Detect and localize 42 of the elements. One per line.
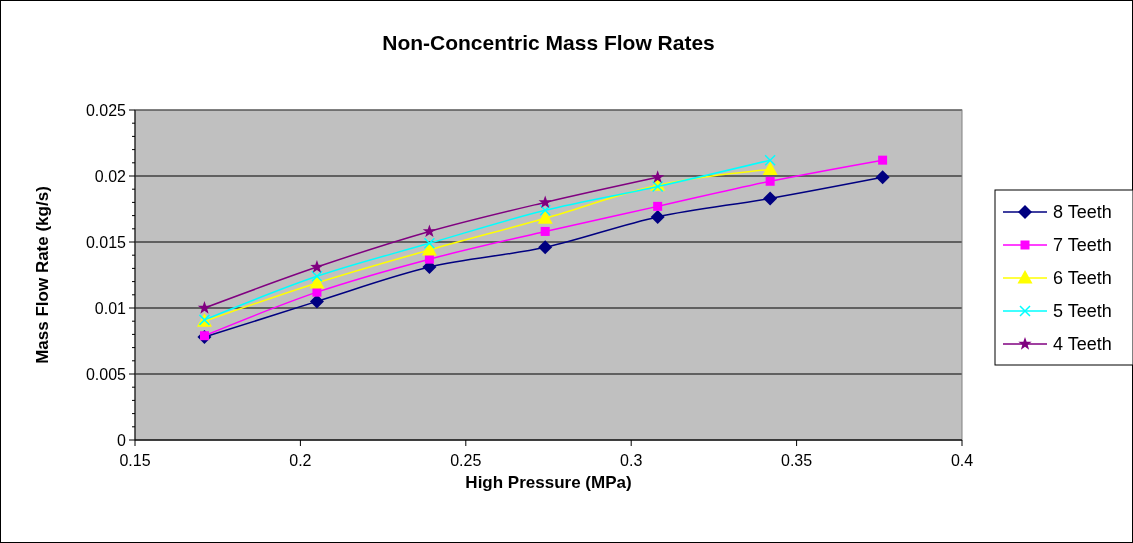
- point: [539, 204, 551, 217]
- point: [540, 226, 550, 236]
- x-axis-title: High Pressure (MPa): [465, 473, 632, 492]
- y-tick-label: 0.005: [85, 365, 127, 383]
- point: [309, 294, 324, 309]
- y-tick-label: 0.015: [85, 233, 127, 251]
- point: [653, 201, 663, 211]
- y-tick-label: 0: [117, 431, 127, 449]
- x-tick-label: 0.25: [450, 452, 482, 469]
- point: [764, 154, 776, 166]
- point: [311, 270, 323, 283]
- y-tick-label: 0.02: [94, 167, 127, 185]
- point: [765, 176, 775, 186]
- x-tick-label: 0.35: [781, 452, 813, 469]
- point: [650, 209, 665, 224]
- point: [422, 224, 437, 238]
- point: [538, 195, 552, 209]
- legend-label: 7 Teeth: [1053, 235, 1112, 256]
- point: [197, 301, 212, 314]
- y-axis-title: Mass Flow Rate (kg/s): [33, 186, 52, 364]
- legend-label: 8 Teeth: [1053, 202, 1112, 223]
- x-tick-label: 0.3: [620, 452, 643, 469]
- point: [537, 210, 553, 224]
- point: [651, 170, 665, 183]
- point: [538, 240, 553, 255]
- x-tick-label: 0.4: [950, 452, 974, 469]
- point: [878, 155, 888, 165]
- legend-label: 5 Teeth: [1053, 301, 1112, 322]
- point: [875, 170, 890, 185]
- point: [312, 287, 322, 297]
- point: [423, 237, 436, 250]
- x-tick-label: 0.15: [119, 452, 151, 469]
- point: [424, 254, 434, 264]
- chart-title: Non-Concentric Mass Flow Rates: [382, 31, 715, 54]
- y-tick-label: 0.01: [94, 299, 127, 317]
- point: [763, 191, 778, 206]
- legend-label: 4 Teeth: [1053, 334, 1112, 355]
- point: [762, 161, 778, 175]
- legend-label: 6 Teeth: [1053, 268, 1112, 289]
- point: [310, 260, 324, 273]
- x-tick-label: 0.2: [289, 452, 312, 469]
- y-tick-label: 0.025: [85, 101, 127, 119]
